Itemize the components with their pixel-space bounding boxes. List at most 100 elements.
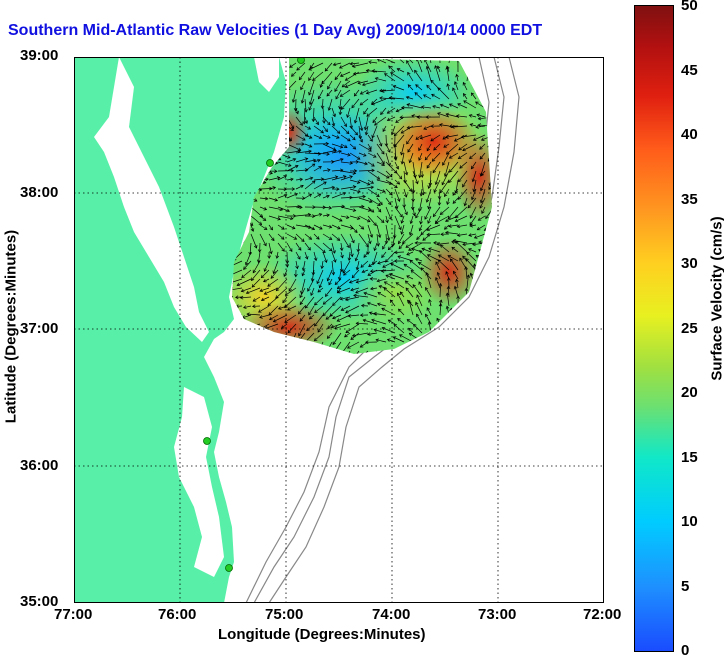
velocity-vector (332, 296, 342, 306)
velocity-vector-head (269, 226, 274, 231)
velocity-vector (445, 215, 459, 222)
velocity-vector-head (332, 302, 336, 306)
velocity-vector-head (352, 208, 357, 212)
velocity-vector-head (287, 329, 292, 334)
velocity-vector-head (473, 235, 478, 239)
velocity-vector (416, 233, 423, 240)
velocity-vector (345, 80, 360, 88)
x-axis-label: Longitude (Degrees:Minutes) (218, 626, 426, 643)
velocity-vector-head (407, 300, 412, 304)
xtick-label: 73:00 (478, 606, 517, 623)
velocity-vector (447, 206, 459, 220)
velocity-vector (376, 339, 387, 343)
velocity-vector-head (373, 222, 377, 227)
velocity-vector (374, 329, 387, 334)
velocity-vector (379, 97, 396, 100)
velocity-vector (349, 116, 352, 129)
velocity-vector-head (343, 175, 347, 179)
velocity-vector-head (240, 288, 245, 293)
velocity-vector-head (353, 92, 358, 97)
velocity-vector-head (432, 169, 436, 174)
velocity-vector (276, 251, 279, 259)
velocity-vector-head (359, 313, 364, 318)
velocity-vector-head (284, 292, 289, 296)
velocity-vector-head (359, 127, 364, 132)
velocity-vector-head (320, 265, 324, 270)
velocity-vector (335, 89, 342, 100)
velocity-vector (287, 305, 297, 311)
velocity-vector (457, 188, 468, 200)
velocity-vector-head (346, 345, 351, 349)
y-axis-label: Latitude (Degrees:Minutes) (2, 229, 20, 424)
velocity-vector (469, 215, 477, 226)
velocity-vector-head (466, 251, 470, 256)
velocity-vector (295, 260, 298, 269)
velocity-vector (366, 70, 378, 73)
velocity-vector (456, 279, 459, 289)
velocity-vector (363, 319, 378, 325)
velocity-vector-head (470, 165, 475, 170)
velocity-vector-head (252, 298, 257, 302)
velocity-vector (300, 278, 306, 294)
velocity-vector (452, 87, 459, 100)
velocity-vector-head (434, 65, 438, 69)
velocity-vector-head (343, 123, 347, 128)
velocity-vector (401, 152, 405, 164)
velocity-vector (459, 161, 468, 169)
velocity-vector-head (326, 277, 331, 282)
velocity-vector-head (299, 205, 303, 210)
velocity-vector-head (444, 218, 449, 223)
velocity-vector-head (304, 304, 309, 309)
velocity-vector (349, 215, 360, 220)
velocity-vector-head (292, 157, 297, 162)
velocity-vector-head (322, 301, 327, 305)
velocity-vector (273, 314, 288, 323)
velocity-vector (403, 188, 407, 198)
velocity-vector-head (302, 137, 306, 141)
velocity-vector-head (356, 180, 361, 184)
velocity-vector-head (360, 264, 364, 268)
ytick-label: 35:00 (20, 593, 59, 610)
velocity-vector-head (455, 240, 459, 245)
velocity-vector-head (289, 64, 293, 68)
velocity-vector-head (388, 95, 393, 100)
velocity-vector (367, 143, 372, 150)
velocity-vector (308, 62, 324, 71)
velocity-vector (433, 179, 441, 193)
velocity-vector-head (283, 193, 288, 198)
velocity-vector (241, 269, 252, 278)
velocity-vector-head (416, 236, 420, 240)
velocity-vector-head (349, 195, 353, 200)
velocity-vector (367, 170, 380, 180)
velocity-vector (340, 125, 350, 134)
velocity-vector (316, 269, 324, 284)
velocity-vector-head (405, 95, 410, 100)
velocity-vector (324, 62, 333, 72)
velocity-vector-head (476, 113, 480, 118)
velocity-vector (426, 66, 432, 82)
velocity-vector-head (448, 224, 452, 228)
velocity-vector (358, 125, 361, 139)
velocity-vector-head (250, 228, 255, 232)
velocity-vector (390, 299, 396, 307)
velocity-vector-head (312, 158, 317, 163)
velocity-vector (426, 161, 432, 169)
velocity-vector (358, 215, 371, 223)
velocity-vector-head (394, 205, 399, 210)
velocity-vector (250, 224, 254, 232)
velocity-vector-head (468, 114, 473, 118)
velocity-vector-head (352, 136, 356, 141)
velocity-vector-head (299, 301, 304, 306)
velocity-vector (448, 224, 459, 227)
velocity-vector-head (462, 183, 466, 188)
velocity-vector (281, 323, 288, 329)
velocity-vector (334, 80, 342, 92)
velocity-vector (468, 248, 477, 253)
velocity-vector (299, 296, 306, 305)
velocity-vector-head (398, 308, 402, 313)
velocity-vector (466, 251, 477, 262)
velocity-vector-head (477, 116, 482, 121)
velocity-vector (416, 58, 423, 73)
velocity-vector (462, 82, 468, 91)
velocity-vector (286, 165, 299, 172)
